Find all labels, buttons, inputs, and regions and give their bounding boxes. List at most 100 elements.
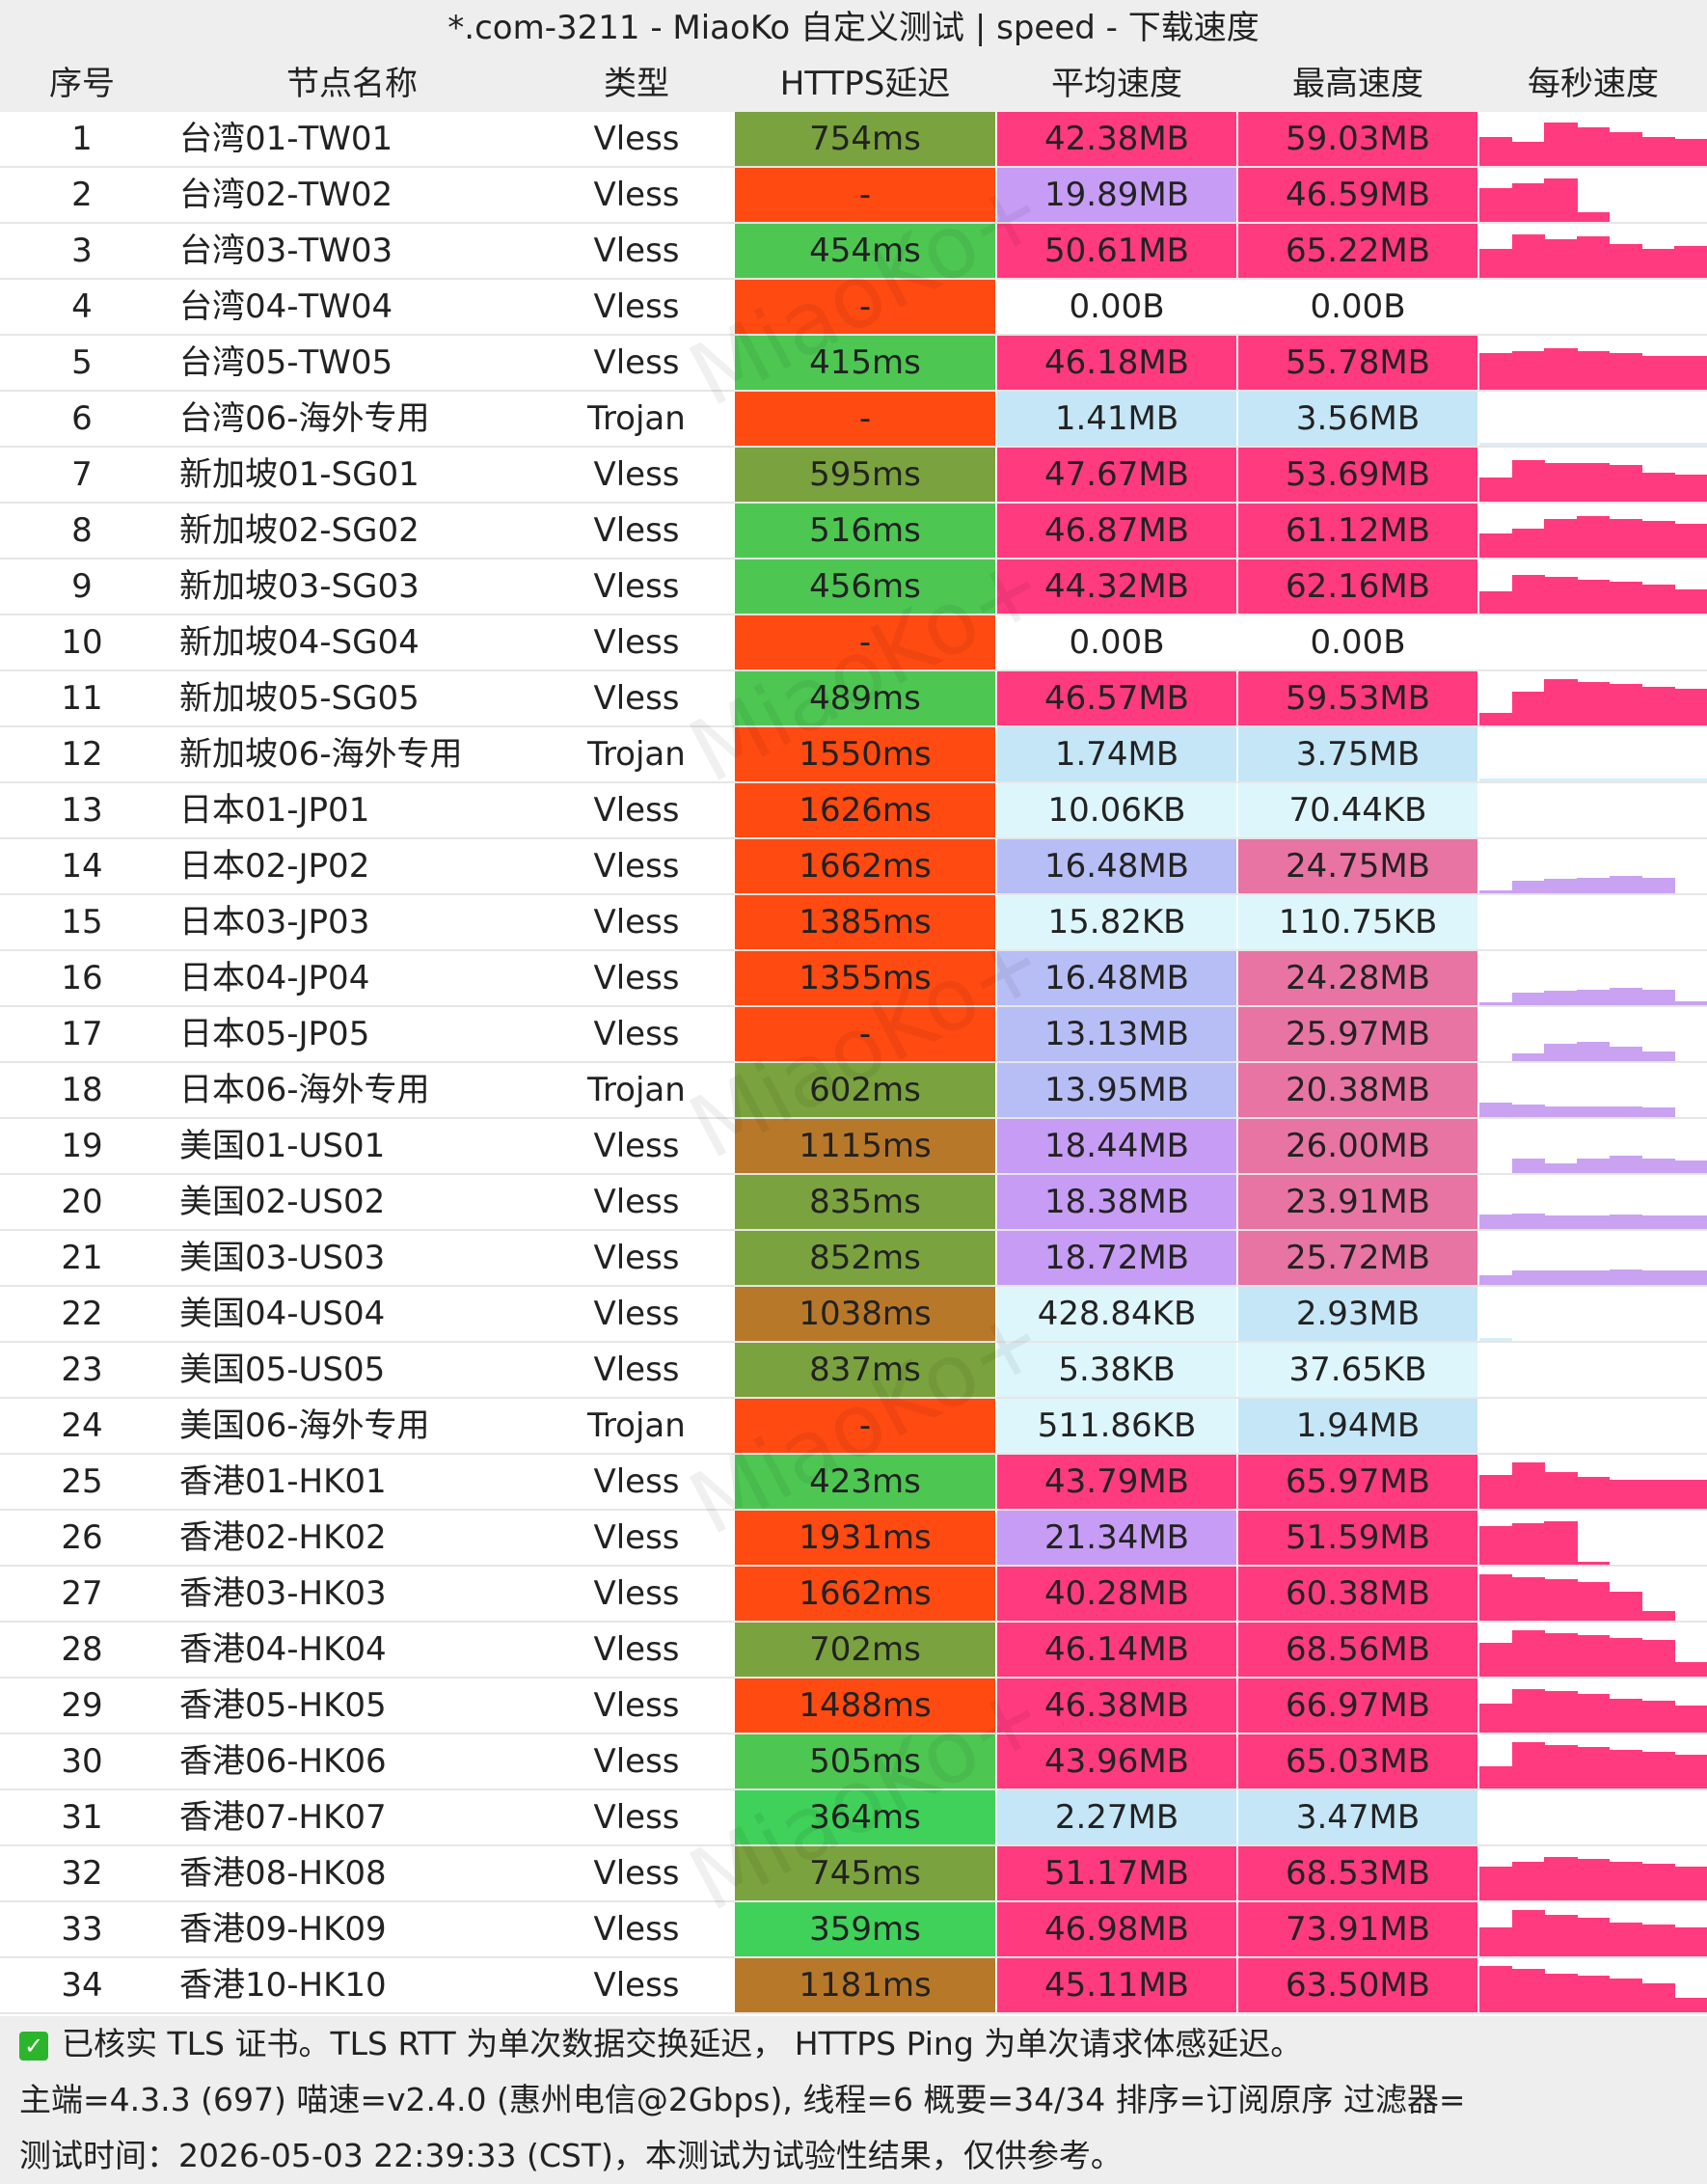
sparkline-bar [1544,1163,1578,1173]
header-per-second[interactable]: 每秒速度 [1528,65,1659,103]
sparkline-bar [1577,990,1611,1005]
node-type: Trojan [587,735,686,774]
table-row[interactable]: 25 香港01-HK01 Vless 423ms 43.79MB 65.97MB [0,1455,1707,1511]
table-row[interactable]: 23 美国05-US05 Vless 837ms 5.38KB 37.65KB [0,1343,1707,1399]
row-divider [0,1173,1707,1175]
table-row[interactable]: 22 美国04-US04 Vless 1038ms 428.84KB 2.93MB [0,1287,1707,1343]
latency-cell: 1931ms [735,1511,995,1565]
per-second-sparkline [1479,1231,1707,1285]
sparkline-bar [1674,589,1707,614]
table-row[interactable]: 21 美国03-US03 Vless 852ms 18.72MB 25.72MB [0,1231,1707,1287]
row-index: 27 [61,1574,103,1613]
sparkline-bar [1511,1270,1545,1285]
table-row[interactable]: 24 美国06-海外专用 Trojan -511.86KB 1.94MB [0,1399,1707,1455]
table-row[interactable]: 15 日本03-JP03 Vless 1385ms 15.82KB 110.75KB [0,895,1707,951]
table-row[interactable]: 18 日本06-海外专用 Trojan 602ms 13.95MB 20.38MB [0,1063,1707,1119]
sparkline-bar [1479,1704,1513,1733]
table-row[interactable]: 6 台湾06-海外专用 Trojan -1.41MB 3.56MB [0,392,1707,448]
header-index[interactable]: 序号 [49,65,115,103]
table-row[interactable]: 4 台湾04-TW04 Vless -0.00B 0.00B [0,280,1707,336]
max-speed-cell: 26.00MB [1238,1119,1477,1173]
table-row[interactable]: 13 日本01-JP01 Vless 1626ms 10.06KB 70.44KB [0,783,1707,839]
node-type: Vless [593,1127,680,1165]
table-row[interactable]: 33 香港09-HK09 Vless 359ms 46.98MB 73.91MB [0,1902,1707,1958]
table-row[interactable]: 7 新加坡01-SG01 Vless 595ms 47.67MB 53.69MB [0,448,1707,504]
table-row[interactable]: 1 台湾01-TW01 Vless 754ms 42.38MB 59.03MB [0,112,1707,168]
header-name[interactable]: 节点名称 [286,65,418,103]
max-speed-cell: 59.03MB [1238,112,1477,166]
table-row[interactable]: 10 新加坡04-SG04 Vless -0.00B 0.00B [0,615,1707,671]
table-row[interactable]: 20 美国02-US02 Vless 835ms 18.38MB 23.91MB [0,1175,1707,1231]
latency-cell: 837ms [735,1343,995,1397]
sparkline-bar [1641,1480,1675,1509]
sparkline-bar [1641,990,1675,1005]
latency-cell: 602ms [735,1063,995,1117]
table-row[interactable]: 28 香港04-HK04 Vless 702ms 46.14MB 68.56MB [0,1623,1707,1679]
sparkline-bar [1674,1755,1707,1788]
per-second-sparkline [1479,1567,1707,1621]
table-row[interactable]: 30 香港06-HK06 Vless 505ms 43.96MB 65.03MB [0,1734,1707,1790]
table-row[interactable]: 27 香港03-HK03 Vless 1662ms 40.28MB 60.38MB [0,1567,1707,1623]
sparkline-bar [1479,1867,1513,1900]
latency-cell: 364ms [735,1790,995,1844]
avg-speed-cell: 18.72MB [997,1231,1236,1285]
max-speed-cell: 63.50MB [1238,1958,1477,2012]
table-row[interactable]: 2 台湾02-TW02 Vless -19.89MB 46.59MB [0,168,1707,224]
table-row[interactable]: 3 台湾03-TW03 Vless 454ms 50.61MB 65.22MB [0,224,1707,280]
table-row[interactable]: 8 新加坡02-SG02 Vless 516ms 46.87MB 61.12MB [0,504,1707,560]
avg-speed-cell: 13.13MB [997,1007,1236,1061]
row-index: 9 [71,567,93,606]
node-type: Vless [593,1910,680,1949]
sparkline-bar [1479,1338,1513,1341]
sparkline-bar [1674,246,1707,278]
avg-speed-cell: 10.06KB [997,783,1236,837]
table-row[interactable]: 26 香港02-HK02 Vless 1931ms 21.34MB 51.59MB [0,1511,1707,1567]
sparkline-bar [1511,1523,1545,1565]
node-name: 美国03-US03 [179,1239,386,1277]
avg-speed-cell: 51.17MB [997,1846,1236,1900]
sparkline-bar [1479,533,1513,558]
per-second-sparkline [1479,783,1707,837]
sparkline-bar [1609,876,1643,893]
node-type: Vless [593,1239,680,1277]
node-type: Vless [593,1518,680,1557]
table-row[interactable]: 9 新加坡03-SG03 Vless 456ms 44.32MB 62.16MB [0,560,1707,615]
table-row[interactable]: 34 香港10-HK10 Vless 1181ms 45.11MB 63.50MB [0,1958,1707,2014]
node-name: 新加坡01-SG01 [179,455,420,494]
table-row[interactable]: 12 新加坡06-海外专用 Trojan 1550ms 1.74MB 3.75MB [0,727,1707,783]
sparkline-bar [1479,713,1513,725]
table-row[interactable]: 11 新加坡05-SG05 Vless 489ms 46.57MB 59.53MB [0,671,1707,727]
table-row[interactable]: 17 日本05-JP05 Vless -13.13MB 25.97MB [0,1007,1707,1063]
table-row[interactable]: 14 日本02-JP02 Vless 1662ms 16.48MB 24.75MB [0,839,1707,895]
max-speed-cell: 65.03MB [1238,1734,1477,1788]
sparkline-bar [1544,1691,1578,1733]
sparkline-bar [1479,591,1513,614]
row-divider [0,222,1707,224]
header-latency[interactable]: HTTPS延迟 [779,65,951,103]
table-row[interactable]: 31 香港07-HK07 Vless 364ms 2.27MB 3.47MB [0,1790,1707,1846]
latency-cell: 423ms [735,1455,995,1509]
row-index: 3 [71,232,93,270]
table-row[interactable]: 16 日本04-JP04 Vless 1355ms 16.48MB 24.28MB [0,951,1707,1007]
row-index: 33 [61,1910,103,1949]
table-row[interactable]: 19 美国01-US01 Vless 1115ms 18.44MB 26.00MB [0,1119,1707,1175]
row-index: 2 [71,176,93,214]
row-index: 8 [71,511,93,550]
sparkline-bar [1577,236,1611,278]
table-row[interactable]: 29 香港05-HK05 Vless 1488ms 46.38MB 66.97MB [0,1679,1707,1734]
node-type: Vless [593,1686,680,1725]
sparkline-bar [1479,1526,1513,1565]
sparkline-bar [1674,1706,1707,1733]
sparkline-bar [1479,890,1513,893]
header-avg-speed[interactable]: 平均速度 [1051,65,1182,103]
sparkline-bar [1511,142,1545,166]
table-row[interactable]: 5 台湾05-TW05 Vless 415ms 46.18MB 55.78MB [0,336,1707,392]
sparkline-bar [1511,183,1545,222]
table-row[interactable]: 32 香港08-HK08 Vless 745ms 51.17MB 68.53MB [0,1846,1707,1902]
header-type[interactable]: 类型 [604,65,669,103]
latency-cell: 702ms [735,1623,995,1677]
sparkline-bar [1674,1480,1707,1509]
header-max-speed[interactable]: 最高速度 [1292,65,1423,103]
per-second-sparkline [1479,1287,1707,1341]
node-name: 日本04-JP04 [179,959,370,997]
